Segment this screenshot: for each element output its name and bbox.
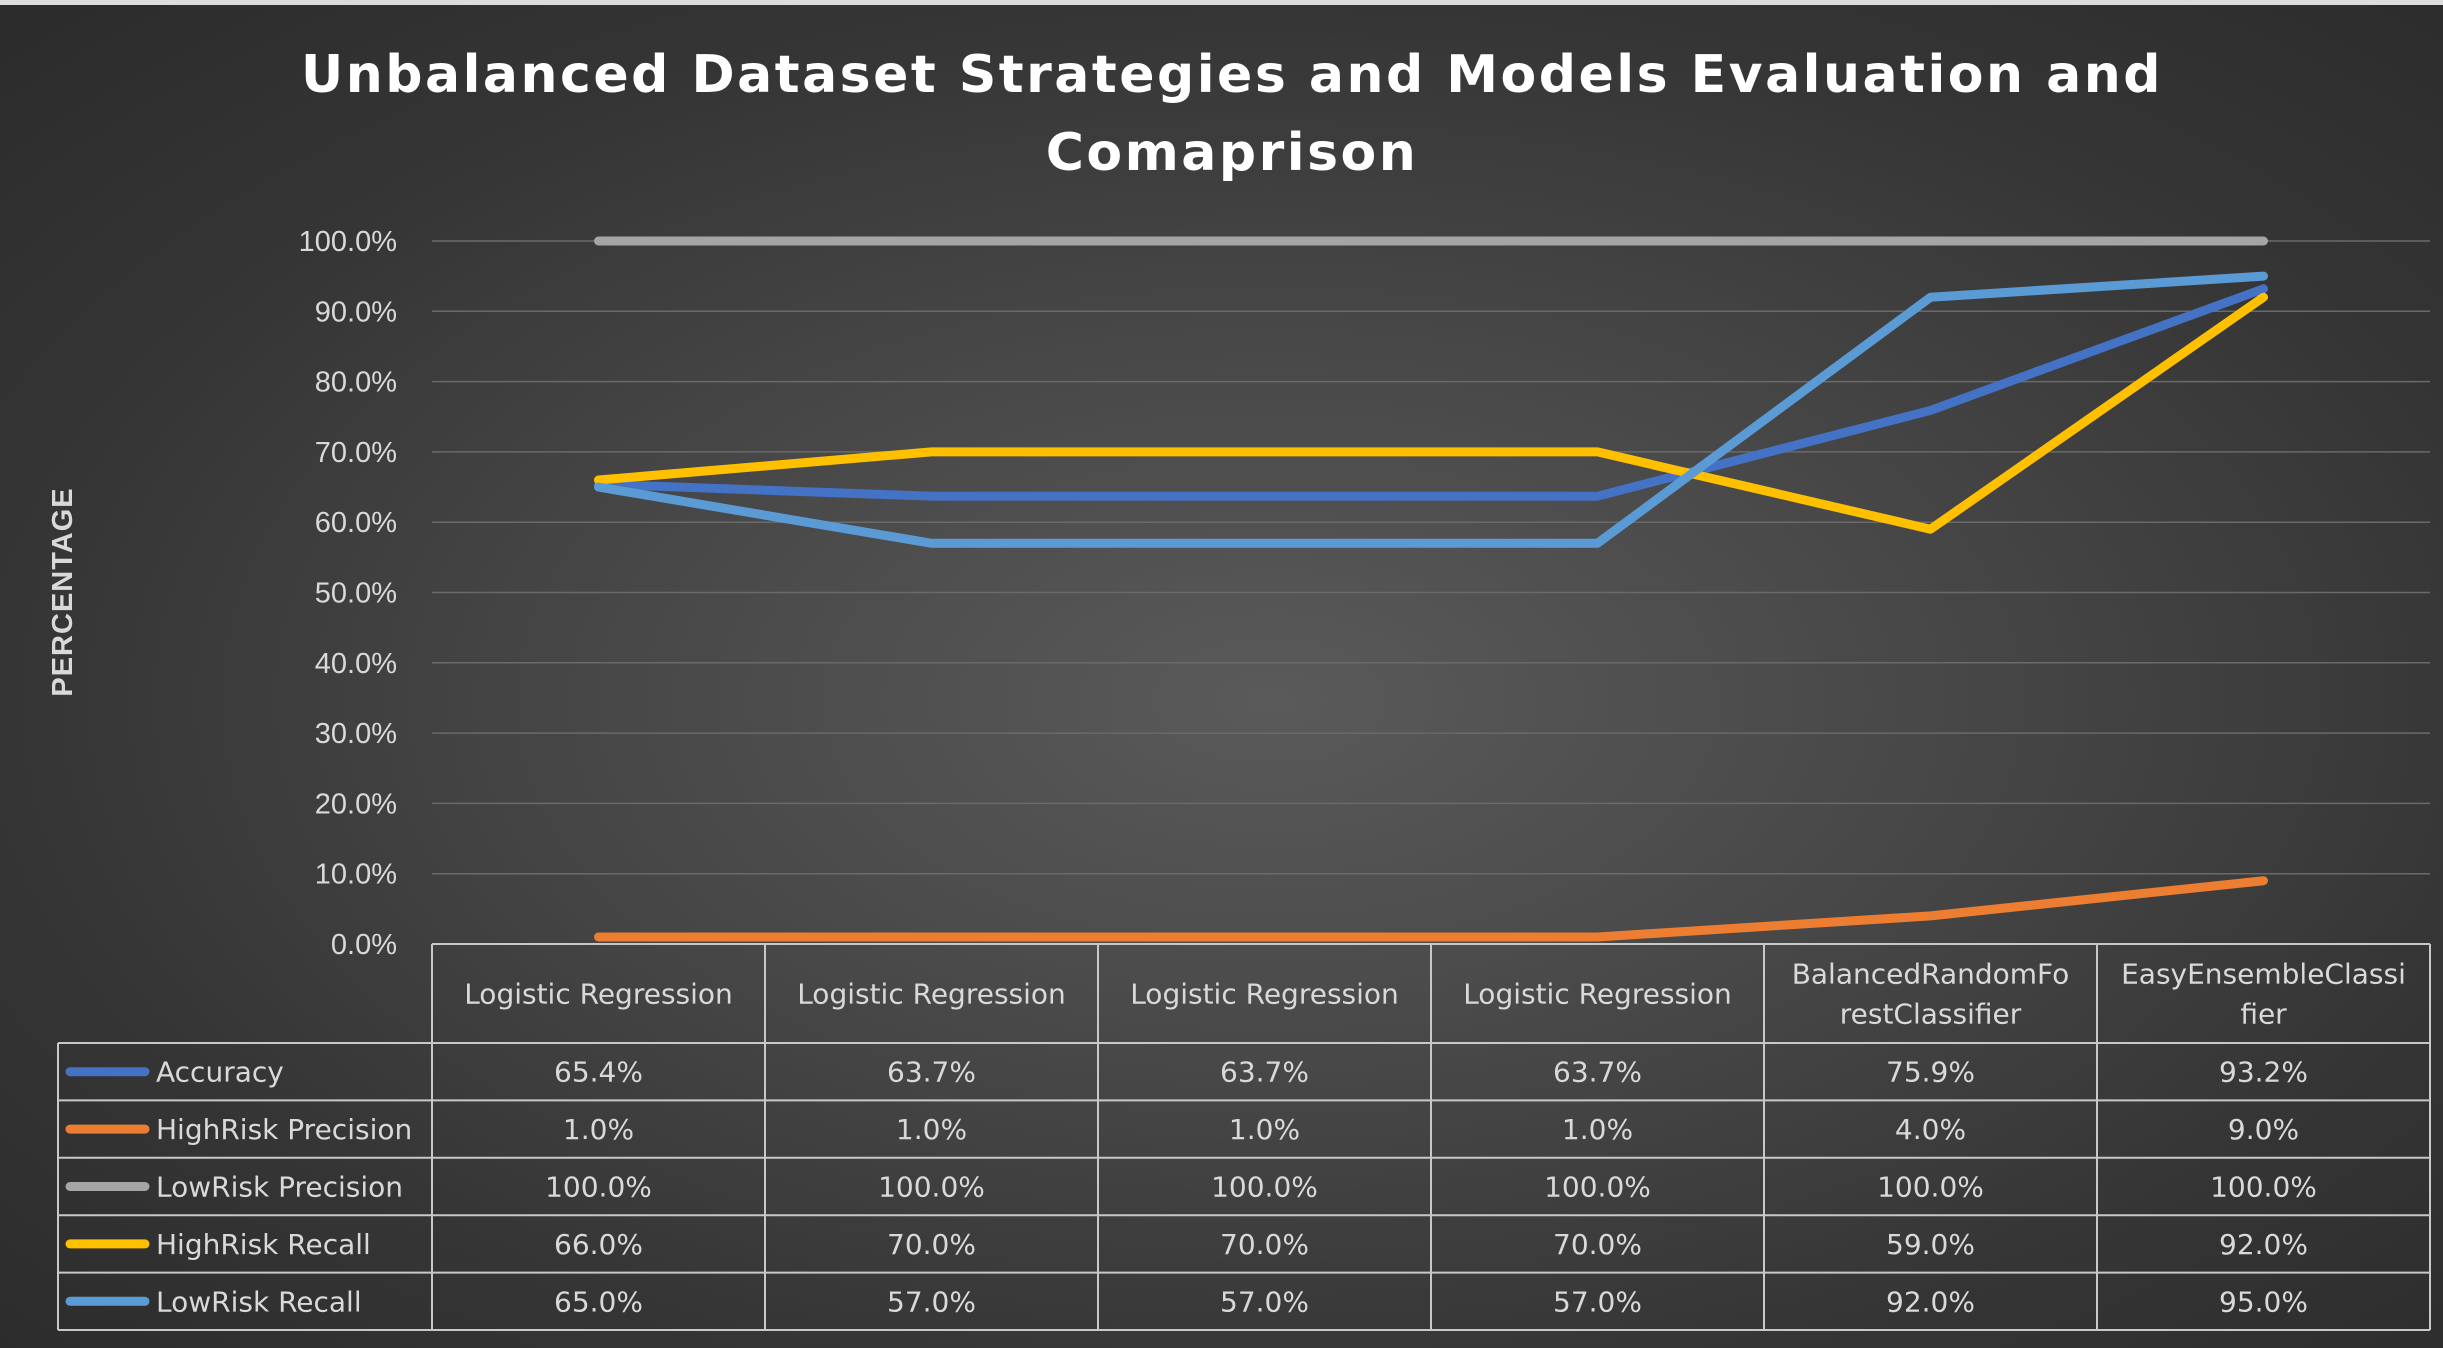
- y-tick-label: 20.0%: [315, 788, 397, 820]
- table-cell-value: 57.0%: [887, 1285, 976, 1318]
- table-cell-value: 100.0%: [1544, 1171, 1651, 1204]
- y-tick-label: 40.0%: [315, 648, 397, 680]
- series-line-highrisk-precision: [594, 876, 2268, 942]
- table-cell-value: 1.0%: [1229, 1113, 1300, 1146]
- y-axis-ticks: 0.0% 10.0% 20.0% 30.0% 40.0% 50.0% 60.0% 70.0% 8…: [299, 226, 397, 961]
- x-category-label: BalancedRandomFo: [1792, 958, 2070, 991]
- table-cell-value: 70.0%: [887, 1228, 976, 1261]
- table-cell-value: 100.0%: [545, 1171, 652, 1204]
- legend-label: HighRisk Recall: [156, 1228, 371, 1261]
- chart-title-line: Comaprison: [1046, 123, 1419, 183]
- series-line-accuracy: [594, 284, 2268, 501]
- x-category-label: fier: [2240, 998, 2287, 1031]
- table-cell-value: 63.7%: [887, 1056, 976, 1089]
- x-category-label: EasyEnsembleClassi: [2121, 958, 2406, 991]
- x-category-label: restClassifier: [1840, 998, 2022, 1031]
- y-tick-label: 30.0%: [315, 718, 397, 750]
- series-line-highrisk-recall: [594, 292, 2268, 534]
- table-cell-value: 92.0%: [1886, 1285, 1975, 1318]
- table-cell-value: 1.0%: [1562, 1113, 1633, 1146]
- table-cell-value: 63.7%: [1553, 1056, 1642, 1089]
- table-cell-value: 70.0%: [1220, 1228, 1309, 1261]
- table-cell-value: 75.9%: [1886, 1056, 1975, 1089]
- x-category-label: Logistic Regression: [464, 978, 733, 1011]
- y-tick-label: 90.0%: [315, 296, 397, 328]
- table-cell-value: 100.0%: [2210, 1171, 2317, 1204]
- table-cell-value: 65.0%: [554, 1285, 643, 1318]
- table-cell-value: 93.2%: [2219, 1056, 2308, 1089]
- table-cell-value: 92.0%: [2219, 1228, 2308, 1261]
- y-tick-label: 80.0%: [315, 367, 397, 399]
- y-axis-label: PERCENTAGE: [47, 487, 79, 696]
- series-lines: [594, 236, 2268, 942]
- table-cell-value: 65.4%: [554, 1056, 643, 1089]
- y-tick-label: 100.0%: [299, 226, 397, 258]
- table-cell-value: 63.7%: [1220, 1056, 1309, 1089]
- y-tick-label: 70.0%: [315, 437, 397, 469]
- data-table: Logistic Regression Logistic Regression Lo…: [57, 943, 2431, 1331]
- table-cell-value: 100.0%: [1877, 1171, 1984, 1204]
- table-cell-value: 9.0%: [2228, 1113, 2299, 1146]
- table-cell-value: 95.0%: [2219, 1285, 2308, 1318]
- legend-label: LowRisk Precision: [156, 1171, 403, 1204]
- y-axis-label-group: PERCENTAGE: [47, 487, 79, 696]
- y-tick-label: 60.0%: [315, 507, 397, 539]
- table-cell-value: 4.0%: [1895, 1113, 1966, 1146]
- chart-title-line: Unbalanced Dataset Strategies and Models…: [301, 45, 2163, 105]
- table-cell-value: 1.0%: [563, 1113, 634, 1146]
- table-cell-value: 57.0%: [1553, 1285, 1642, 1318]
- x-category-label: Logistic Regression: [1130, 978, 1399, 1011]
- window-top-edge: [0, 0, 2443, 5]
- series-line-lowrisk-recall: [594, 271, 2268, 548]
- x-category-label: Logistic Regression: [1463, 978, 1732, 1011]
- table-cell-value: 66.0%: [554, 1228, 643, 1261]
- y-tick-label: 0.0%: [331, 929, 397, 961]
- x-category-label: Logistic Regression: [797, 978, 1066, 1011]
- y-tick-label: 50.0%: [315, 578, 397, 610]
- table-cell-value: 100.0%: [1211, 1171, 1318, 1204]
- legend-label: HighRisk Precision: [156, 1113, 412, 1146]
- table-cell-value: 57.0%: [1220, 1285, 1309, 1318]
- legend-label: Accuracy: [156, 1056, 284, 1089]
- legend-label: LowRisk Recall: [156, 1285, 362, 1318]
- chart-title: Unbalanced Dataset Strategies and Models…: [301, 45, 2163, 183]
- table-cell-value: 59.0%: [1886, 1228, 1975, 1261]
- table-cell-value: 1.0%: [896, 1113, 967, 1146]
- y-tick-label: 10.0%: [315, 859, 397, 891]
- table-cell-value: 70.0%: [1553, 1228, 1642, 1261]
- table-cell-value: 100.0%: [878, 1171, 985, 1204]
